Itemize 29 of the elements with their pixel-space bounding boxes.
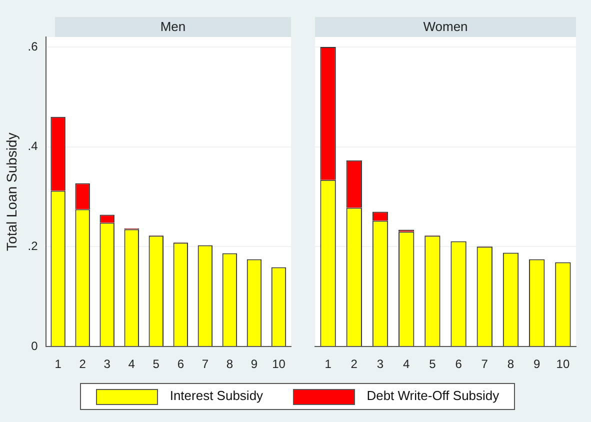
y-axis-title: Total Loan Subsidy xyxy=(3,132,20,251)
x-tick-label: 3 xyxy=(104,357,111,372)
legend-label: Interest Subsidy xyxy=(168,388,264,405)
x-tick-label: 6 xyxy=(455,357,462,372)
y-tick-label: .6 xyxy=(28,39,38,54)
legend-label: Debt Write-Off Subsidy xyxy=(366,388,500,405)
x-tick-label: 2 xyxy=(79,357,86,372)
x-tick-label: 9 xyxy=(534,357,541,372)
x-tick-label: 7 xyxy=(202,357,209,372)
x-tick-label: 10 xyxy=(556,357,570,372)
x-tick-label: 2 xyxy=(350,357,358,372)
x-tick-label: 1 xyxy=(54,357,62,372)
x-tick-label: 7 xyxy=(481,357,488,372)
x-tick-label: 8 xyxy=(226,357,234,372)
y-tick-label: .2 xyxy=(28,239,38,254)
x-tick-label: 5 xyxy=(152,357,160,372)
x-tick-label: 10 xyxy=(272,357,286,372)
x-tick-label: 8 xyxy=(507,357,514,372)
x-tick-label: 9 xyxy=(250,357,258,372)
x-tick-label: 5 xyxy=(429,357,436,372)
chart-title: Women xyxy=(315,17,576,37)
chart-title: Men xyxy=(55,17,291,37)
x-tick-label: 1 xyxy=(324,357,332,372)
x-tick-label: 3 xyxy=(376,357,384,372)
y-tick-label: .4 xyxy=(28,139,38,154)
x-tick-label: 4 xyxy=(403,357,410,372)
x-tick-label: 6 xyxy=(177,357,184,372)
x-tick-label: 4 xyxy=(128,357,136,372)
y-tick-label: 0 xyxy=(31,338,38,353)
